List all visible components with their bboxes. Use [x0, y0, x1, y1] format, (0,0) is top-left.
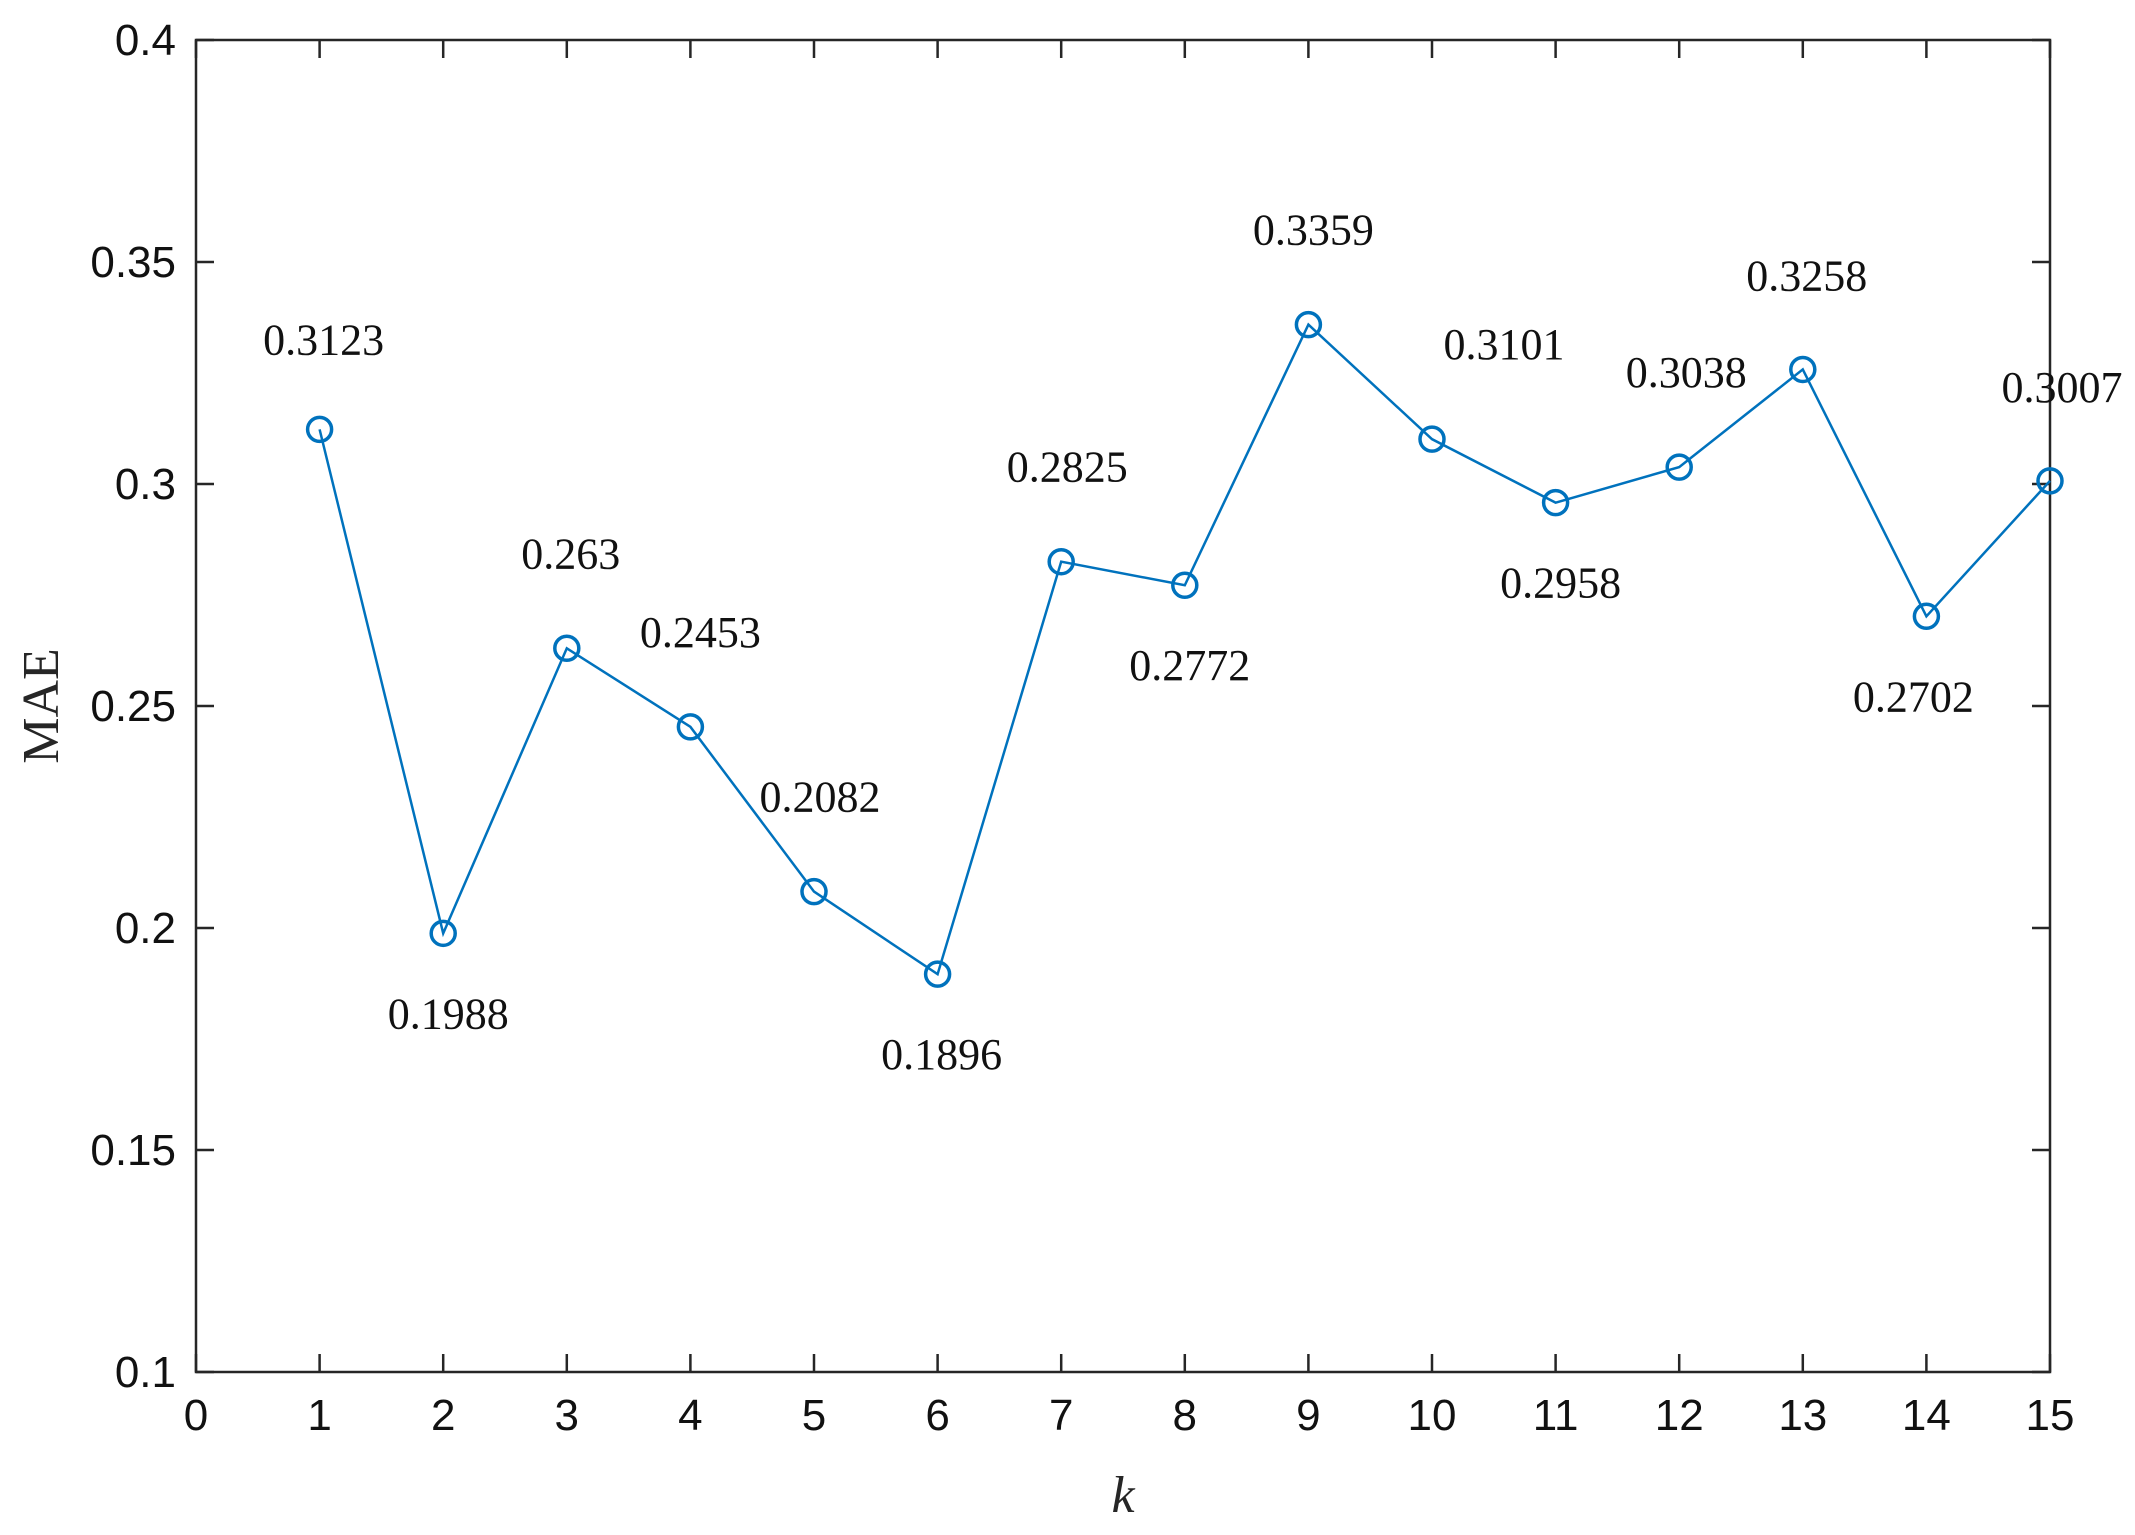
data-point-label: 0.263 — [521, 529, 620, 578]
y-tick-label: 0.1 — [115, 1348, 176, 1397]
data-point-marker — [1541, 488, 1570, 517]
y-tick-label: 0.15 — [90, 1126, 176, 1175]
x-tick-label: 12 — [1655, 1391, 1704, 1440]
data-point-marker — [1789, 355, 1817, 384]
y-axis-title: MAE — [13, 648, 70, 764]
data-point-label: 0.1896 — [881, 1030, 1002, 1079]
data-point-marker — [1294, 310, 1323, 339]
data-point-marker — [1047, 547, 1075, 576]
x-tick-label: 8 — [1173, 1391, 1197, 1440]
data-point-label: 0.1988 — [388, 989, 509, 1038]
x-tick-label: 1 — [307, 1391, 331, 1440]
data-point-marker — [305, 415, 334, 444]
y-tick-label: 0.4 — [115, 16, 176, 65]
x-tick-label: 14 — [1902, 1391, 1951, 1440]
data-point-marker — [1418, 425, 1446, 453]
x-axis-title: k — [1111, 1467, 1135, 1524]
data-point-marker — [1912, 602, 1941, 631]
data-point-label: 0.2825 — [1007, 443, 1128, 492]
x-tick-label: 6 — [925, 1391, 949, 1440]
data-point-label: 0.2453 — [640, 608, 761, 657]
data-point-label: 0.3007 — [2002, 363, 2123, 412]
data-point-label: 0.2958 — [1500, 559, 1621, 608]
x-tick-label: 3 — [555, 1391, 579, 1440]
data-point-marker — [553, 634, 581, 663]
data-point-label: 0.3101 — [1444, 320, 1565, 369]
x-tick-label: 5 — [802, 1391, 826, 1440]
x-tick-label: 4 — [678, 1391, 702, 1440]
data-point-marker — [2036, 467, 2064, 495]
x-tick-label: 11 — [1533, 1391, 1579, 1440]
y-tick-label: 0.2 — [115, 904, 176, 953]
x-tick-label: 15 — [2026, 1391, 2075, 1440]
y-tick-label: 0.35 — [90, 238, 176, 287]
data-point-label: 0.3359 — [1253, 206, 1374, 255]
plot-frame — [194, 38, 2052, 1374]
y-tick-label: 0.25 — [90, 682, 176, 731]
y-tick-label: 0.3 — [115, 460, 176, 509]
x-tick-label: 13 — [1778, 1391, 1827, 1440]
x-tick-label: 9 — [1296, 1391, 1320, 1440]
data-point-marker — [1665, 453, 1693, 481]
data-point-label: 0.2772 — [1129, 641, 1250, 690]
series-line — [318, 322, 2051, 977]
x-tick-label: 10 — [1408, 1391, 1457, 1440]
x-tick-label: 7 — [1049, 1391, 1073, 1440]
data-point-label: 0.2082 — [760, 773, 881, 822]
data-point-label: 0.3123 — [263, 315, 384, 364]
x-tick-label: 2 — [431, 1391, 455, 1440]
x-tick-label: 0 — [184, 1391, 208, 1440]
data-point-marker — [923, 960, 952, 988]
data-point-label: 0.2702 — [1853, 672, 1974, 721]
data-point-label: 0.3258 — [1746, 251, 1867, 300]
data-point-label: 0.3038 — [1626, 348, 1747, 397]
data-point-marker — [800, 877, 828, 906]
data-point-marker — [429, 919, 457, 948]
data-point-marker — [1171, 571, 1199, 599]
data-point-marker — [676, 713, 705, 741]
